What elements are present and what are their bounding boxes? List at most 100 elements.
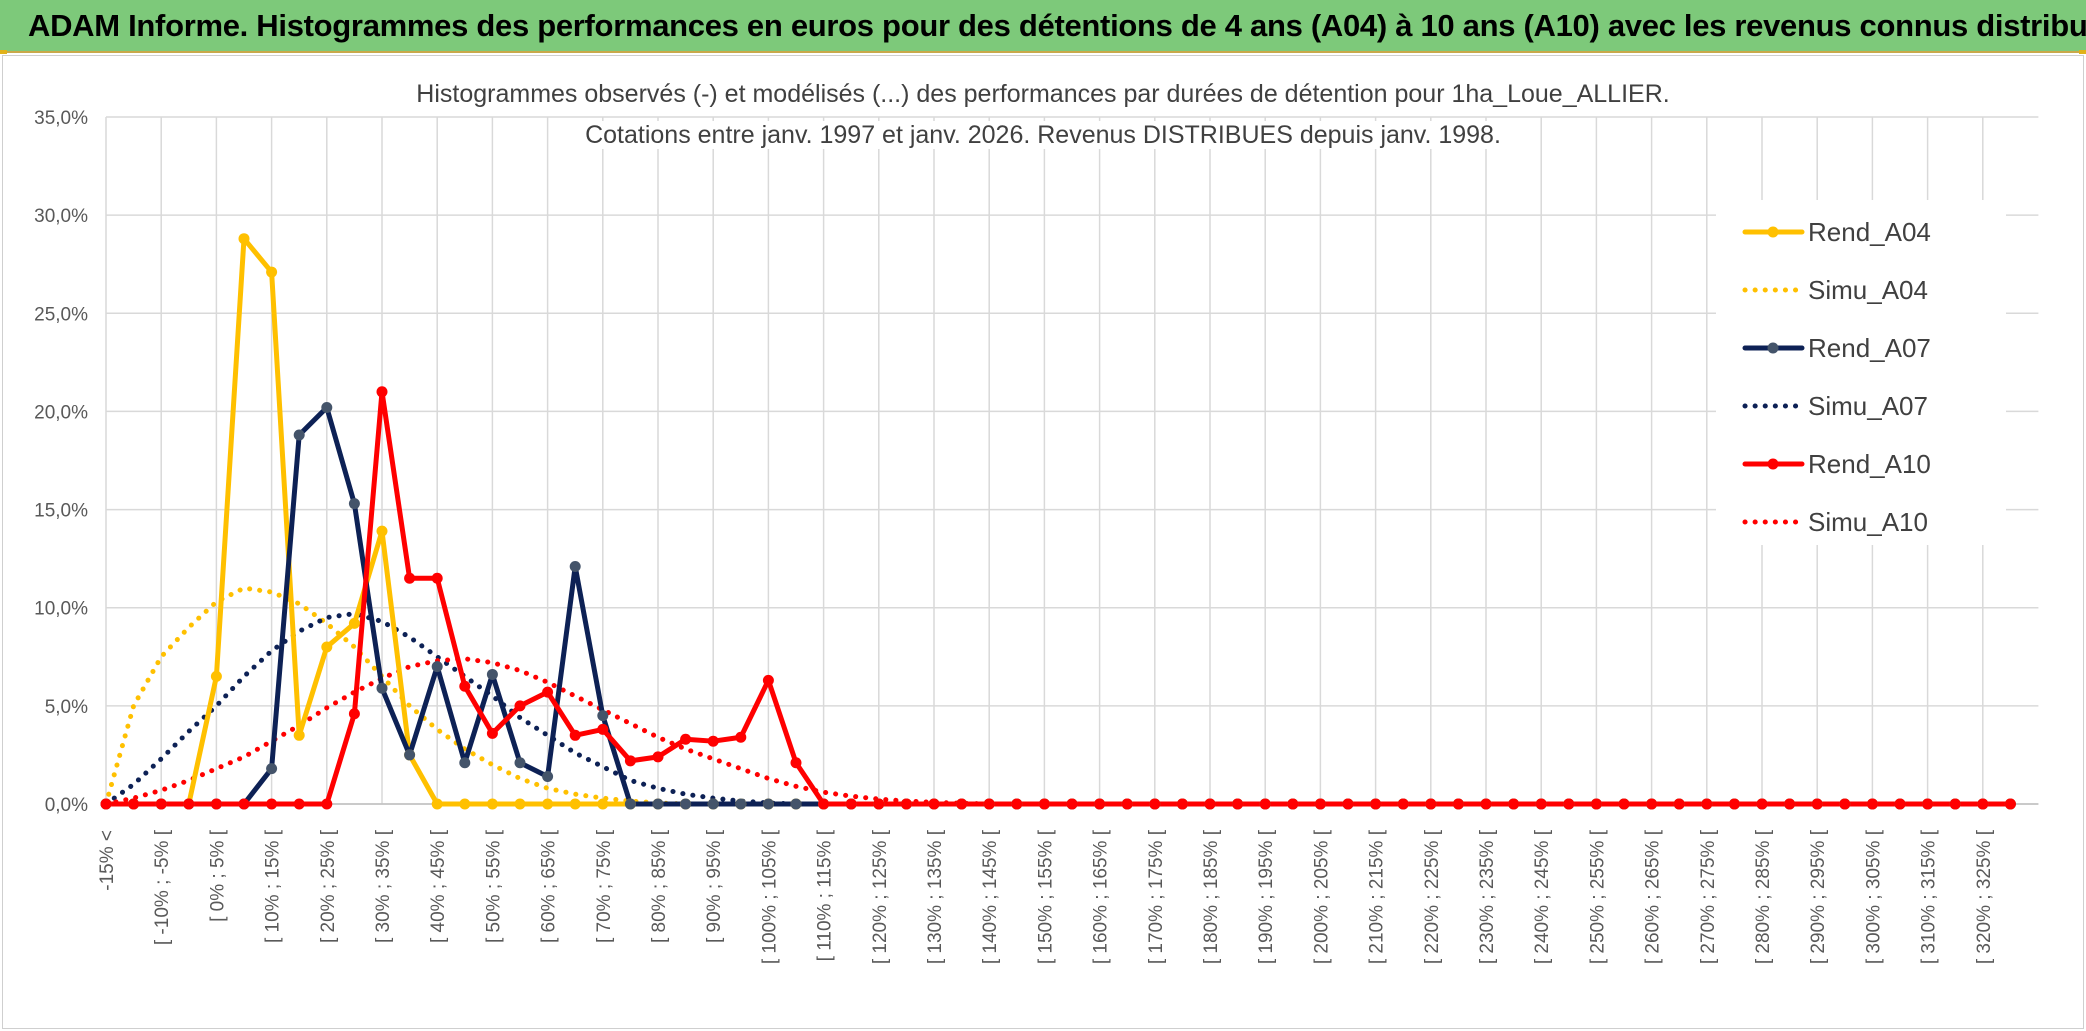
data-point-Rend_A07 xyxy=(735,798,747,810)
x-tick-label: [ 320% ; 325% [ xyxy=(1974,829,1995,964)
legend-marker-Rend_A04 xyxy=(1767,226,1779,238)
data-point-Rend_A10 xyxy=(845,798,857,810)
data-point-Rend_A04 xyxy=(266,266,278,278)
legend-label-Rend_A04: Rend_A04 xyxy=(1808,217,1931,247)
x-tick-label: [ 280% ; 285% [ xyxy=(1753,829,1774,964)
data-point-Rend_A07 xyxy=(348,498,360,510)
data-point-Rend_A10 xyxy=(1397,798,1409,810)
data-point-Rend_A10 xyxy=(1618,798,1630,810)
chart-title-line2: Cotations entre janv. 1997 et janv. 2026… xyxy=(579,121,1507,149)
x-tick-label: [ 30% ; 35% [ xyxy=(373,829,394,943)
y-tick-label: 35,0% xyxy=(34,108,88,129)
data-point-Rend_A04 xyxy=(597,798,609,810)
data-point-Rend_A10 xyxy=(1535,798,1547,810)
x-tick-label: [ 190% ; 195% [ xyxy=(1256,829,1277,964)
data-point-Rend_A10 xyxy=(1480,798,1492,810)
data-point-Rend_A10 xyxy=(1094,798,1106,810)
data-point-Rend_A10 xyxy=(1342,798,1354,810)
x-tick-label: [ -10% ; -5% [ xyxy=(152,829,173,945)
x-tick-label: [ 10% ; 15% [ xyxy=(263,829,284,943)
x-tick-label: [ 230% ; 235% [ xyxy=(1477,829,1498,964)
data-point-Rend_A07 xyxy=(652,798,664,810)
data-point-Rend_A10 xyxy=(266,798,278,810)
data-point-Rend_A07 xyxy=(431,661,443,673)
x-tick-label: [ 260% ; 265% [ xyxy=(1643,829,1664,964)
series-line-Rend_A10 xyxy=(103,389,2013,807)
data-point-Rend_A10 xyxy=(1646,798,1658,810)
data-point-Rend_A07 xyxy=(624,798,636,810)
data-point-Rend_A10 xyxy=(1784,798,1796,810)
data-point-Rend_A10 xyxy=(900,798,912,810)
data-point-Rend_A10 xyxy=(155,798,167,810)
data-point-Rend_A07 xyxy=(790,798,802,810)
data-point-Rend_A10 xyxy=(293,798,305,810)
data-point-Rend_A10 xyxy=(1590,798,1602,810)
legend-marker-Rend_A10 xyxy=(1767,458,1779,470)
x-tick-label: [ 300% ; 305% [ xyxy=(1863,829,1884,964)
data-point-Rend_A10 xyxy=(514,700,526,712)
data-point-Rend_A10 xyxy=(321,798,333,810)
data-point-Rend_A10 xyxy=(183,798,195,810)
data-point-Rend_A10 xyxy=(983,798,995,810)
report-banner: ADAM Informe. Histogrammes des performan… xyxy=(0,0,2086,53)
data-point-Rend_A10 xyxy=(542,686,554,698)
x-tick-label: [ 90% ; 95% [ xyxy=(704,829,725,943)
data-point-Rend_A10 xyxy=(1866,798,1878,810)
x-tick-label: [ 290% ; 295% [ xyxy=(1808,829,1829,964)
data-point-Rend_A07 xyxy=(762,798,774,810)
x-tick-label: [ 310% ; 315% [ xyxy=(1919,829,1940,964)
data-point-Rend_A07 xyxy=(707,798,719,810)
data-point-Rend_A10 xyxy=(1314,798,1326,810)
data-point-Rend_A04 xyxy=(542,798,554,810)
data-point-Rend_A10 xyxy=(1232,798,1244,810)
legend-label-Simu_A07: Simu_A07 xyxy=(1808,391,1928,421)
data-point-Rend_A10 xyxy=(1259,798,1271,810)
data-point-Rend_A10 xyxy=(486,727,498,739)
data-point-Rend_A04 xyxy=(569,798,581,810)
x-tick-label: [ 40% ; 45% [ xyxy=(428,829,449,943)
x-tick-label: [ 60% ; 65% [ xyxy=(539,829,560,943)
legend: Rend_A04 Simu_A04 Rend_A07 Simu_A07 Rend_A10… xyxy=(1716,200,2006,545)
chart-title-line1: Histogrammes observés (-) et modélisés (… xyxy=(410,80,1676,108)
data-point-Rend_A10 xyxy=(210,798,222,810)
data-point-Rend_A07 xyxy=(376,682,388,694)
y-tick-label: 0,0% xyxy=(45,795,88,816)
data-point-Rend_A10 xyxy=(431,572,443,584)
data-point-Rend_A04 xyxy=(514,798,526,810)
data-point-Rend_A04 xyxy=(238,233,250,245)
x-tick-label: [ 0% ; 5% [ xyxy=(207,829,228,922)
x-tick-label: [ 240% ; 245% [ xyxy=(1532,829,1553,964)
data-point-Rend_A10 xyxy=(128,798,140,810)
x-tick-label: [ 180% ; 185% [ xyxy=(1201,829,1222,964)
y-tick-label: 30,0% xyxy=(34,206,88,227)
x-tick-label: [ 110% ; 115% [ xyxy=(815,829,836,961)
x-tick-label: [ 140% ; 145% [ xyxy=(980,829,1001,964)
data-point-Rend_A10 xyxy=(100,798,112,810)
data-point-Rend_A04 xyxy=(321,641,333,653)
x-tick-label: -15% < xyxy=(97,830,118,891)
data-point-Rend_A10 xyxy=(348,708,360,720)
data-point-Rend_A10 xyxy=(1425,798,1437,810)
x-tick-label: [ 250% ; 255% [ xyxy=(1587,829,1608,964)
data-point-Rend_A10 xyxy=(1121,798,1133,810)
y-tick-label: 10,0% xyxy=(34,599,88,620)
series-markers xyxy=(100,233,2016,810)
data-point-Rend_A07 xyxy=(486,668,498,680)
data-point-Rend_A10 xyxy=(1563,798,1575,810)
data-point-Rend_A10 xyxy=(1673,798,1685,810)
data-point-Rend_A10 xyxy=(1949,798,1961,810)
x-tick-label: [ 20% ; 25% [ xyxy=(318,829,339,943)
x-tick-label: [ 170% ; 175% [ xyxy=(1146,829,1167,964)
data-point-Rend_A10 xyxy=(873,798,885,810)
data-point-Rend_A10 xyxy=(928,798,940,810)
data-point-Rend_A10 xyxy=(707,735,719,747)
data-point-Rend_A10 xyxy=(1204,798,1216,810)
data-point-Rend_A10 xyxy=(569,729,581,741)
x-tick-label: [ 130% ; 135% [ xyxy=(925,829,946,964)
legend-box xyxy=(1716,200,2006,545)
data-point-Rend_A10 xyxy=(1452,798,1464,810)
legend-label-Simu_A10: Simu_A10 xyxy=(1808,507,1928,537)
data-point-Rend_A04 xyxy=(459,798,471,810)
legend-marker-Rend_A07 xyxy=(1767,342,1779,354)
